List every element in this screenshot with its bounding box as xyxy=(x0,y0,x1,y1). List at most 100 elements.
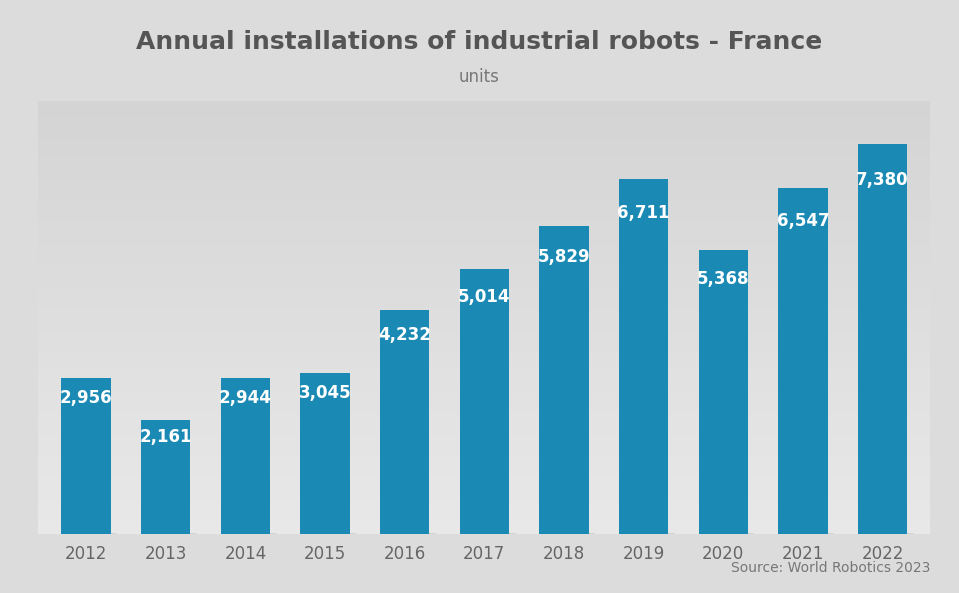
Bar xyxy=(380,310,430,534)
Bar xyxy=(38,278,930,283)
Bar xyxy=(38,400,930,404)
Bar xyxy=(38,283,930,287)
Text: 2,161: 2,161 xyxy=(139,428,192,445)
Bar xyxy=(38,187,930,192)
Bar xyxy=(38,334,930,339)
Bar xyxy=(38,110,930,114)
Bar xyxy=(38,200,930,205)
Bar xyxy=(38,209,930,213)
Bar xyxy=(38,413,930,417)
Bar xyxy=(38,426,930,430)
Bar xyxy=(778,188,828,534)
Bar xyxy=(38,326,930,330)
FancyBboxPatch shape xyxy=(781,534,833,538)
Bar xyxy=(38,178,930,183)
Text: 5,368: 5,368 xyxy=(697,270,749,288)
Bar xyxy=(38,404,930,408)
Bar xyxy=(61,378,111,534)
Bar xyxy=(38,304,930,308)
Bar xyxy=(38,257,930,261)
Bar xyxy=(698,250,748,534)
Bar xyxy=(38,123,930,127)
Text: 5,014: 5,014 xyxy=(458,288,510,305)
Bar xyxy=(38,486,930,490)
Text: 4,232: 4,232 xyxy=(378,326,432,344)
Bar xyxy=(38,127,930,131)
Text: units: units xyxy=(459,68,500,86)
Bar xyxy=(38,438,930,443)
Bar xyxy=(38,356,930,361)
Bar xyxy=(38,253,930,257)
Bar xyxy=(38,313,930,317)
Bar xyxy=(38,105,930,110)
Bar xyxy=(38,153,930,157)
Bar xyxy=(38,473,930,477)
Bar xyxy=(38,131,930,135)
Bar xyxy=(38,227,930,231)
Bar xyxy=(38,157,930,161)
Bar xyxy=(38,218,930,222)
FancyBboxPatch shape xyxy=(383,534,435,538)
Bar xyxy=(38,192,930,196)
Bar xyxy=(38,248,930,253)
Bar xyxy=(38,308,930,313)
Bar xyxy=(857,144,907,534)
Bar xyxy=(38,144,930,148)
Bar xyxy=(38,387,930,391)
Bar xyxy=(38,352,930,356)
FancyBboxPatch shape xyxy=(64,534,116,538)
Text: 3,045: 3,045 xyxy=(298,384,351,402)
Bar xyxy=(38,101,930,105)
Bar xyxy=(38,464,930,468)
Bar xyxy=(38,468,930,473)
Bar xyxy=(221,378,270,534)
Bar xyxy=(38,512,930,517)
FancyBboxPatch shape xyxy=(621,534,674,538)
Bar xyxy=(38,205,930,209)
Bar xyxy=(38,321,930,326)
Bar xyxy=(38,456,930,460)
Text: 6,547: 6,547 xyxy=(777,212,830,230)
Bar xyxy=(38,161,930,165)
Bar xyxy=(38,408,930,413)
Bar xyxy=(38,174,930,178)
Bar xyxy=(38,265,930,270)
Bar xyxy=(38,517,930,521)
Bar xyxy=(38,231,930,235)
Bar xyxy=(38,222,930,227)
Text: 7,380: 7,380 xyxy=(856,171,909,189)
Bar xyxy=(38,490,930,495)
Bar xyxy=(38,287,930,291)
Bar xyxy=(38,521,930,525)
Bar xyxy=(539,226,589,534)
Bar xyxy=(38,525,930,530)
Bar xyxy=(38,183,930,187)
FancyBboxPatch shape xyxy=(860,534,913,538)
Bar xyxy=(38,395,930,400)
Bar xyxy=(38,378,930,382)
Bar xyxy=(38,443,930,447)
Bar xyxy=(38,361,930,365)
Bar xyxy=(38,317,930,321)
Bar xyxy=(38,434,930,438)
Bar xyxy=(38,417,930,421)
Bar xyxy=(38,508,930,512)
Text: 2,944: 2,944 xyxy=(219,389,271,407)
FancyBboxPatch shape xyxy=(303,534,355,538)
Bar xyxy=(38,196,930,200)
FancyBboxPatch shape xyxy=(462,534,515,538)
Bar xyxy=(38,477,930,482)
Bar xyxy=(38,374,930,378)
Bar xyxy=(38,244,930,248)
Bar xyxy=(38,495,930,499)
Text: Annual installations of industrial robots - France: Annual installations of industrial robot… xyxy=(136,30,823,53)
Bar xyxy=(38,213,930,218)
Text: 2,956: 2,956 xyxy=(59,388,112,407)
Bar xyxy=(38,166,930,170)
Bar xyxy=(38,365,930,369)
Bar xyxy=(38,140,930,144)
Bar xyxy=(38,300,930,304)
Bar xyxy=(38,270,930,274)
Bar xyxy=(38,148,930,153)
FancyBboxPatch shape xyxy=(701,534,754,538)
